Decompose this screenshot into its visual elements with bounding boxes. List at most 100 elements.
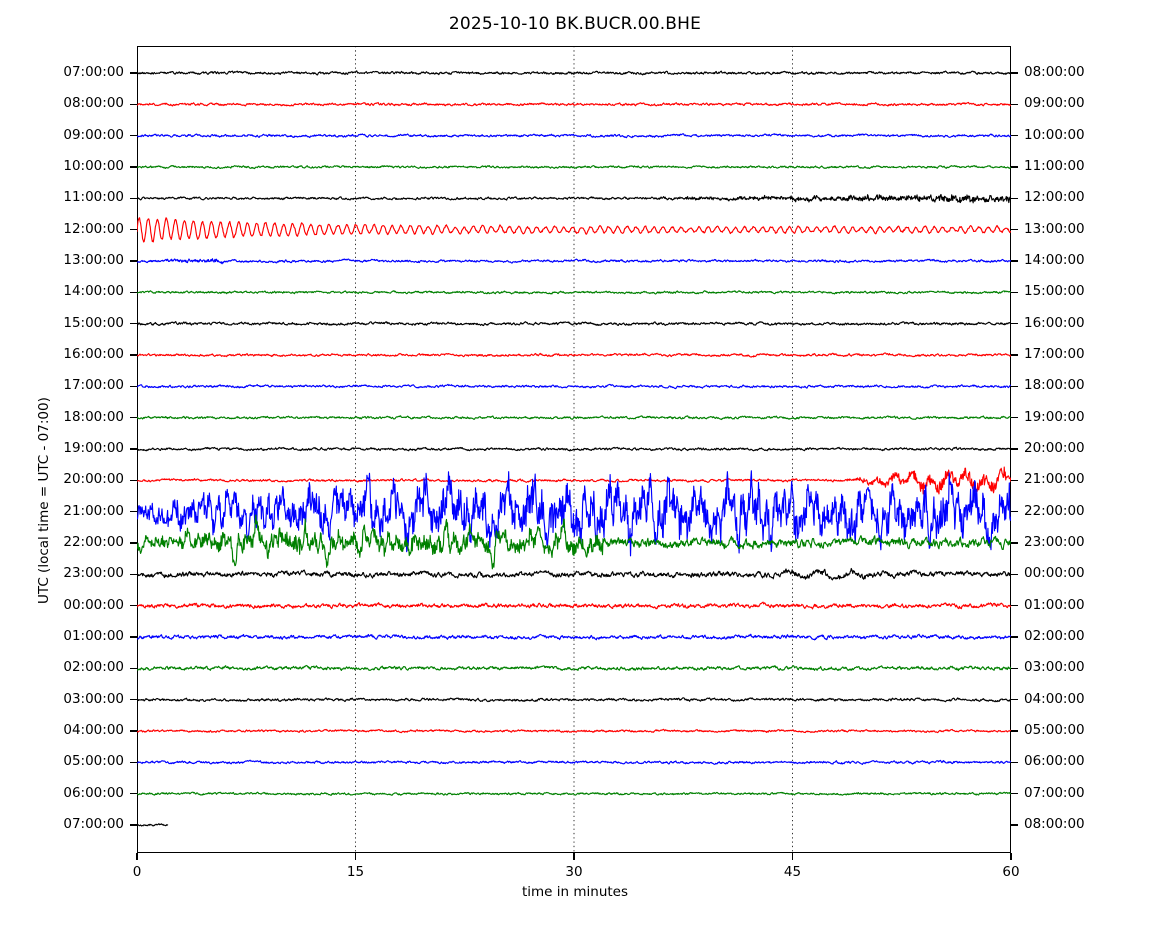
y-axis-label-local: 16:00:00	[1024, 314, 1085, 331]
seismic-trace	[137, 697, 1011, 703]
y-axis-label-utc: 00:00:00	[63, 596, 124, 613]
y-tick-right	[1011, 824, 1018, 826]
y-tick-left	[130, 354, 137, 356]
y-tick-left	[130, 448, 137, 450]
y-axis-label-utc: 18:00:00	[63, 408, 124, 425]
y-axis-label-utc: 16:00:00	[63, 346, 124, 362]
y-axis-label-local: 13:00:00	[1024, 220, 1085, 237]
seismic-trace	[137, 823, 169, 827]
seismic-trace	[137, 567, 1011, 581]
y-tick-left	[130, 699, 137, 701]
y-axis-label-local: 07:00:00	[1024, 784, 1085, 801]
y-axis-label-utc: 13:00:00	[63, 252, 124, 268]
y-tick-left	[130, 761, 137, 763]
y-axis-label-utc: 04:00:00	[63, 722, 124, 738]
y-axis-label-local: 10:00:00	[1024, 126, 1085, 143]
y-tick-right	[1011, 354, 1018, 356]
y-tick-right	[1011, 511, 1018, 513]
y-axis-label-local: 00:00:00	[1024, 565, 1085, 582]
y-tick-right	[1011, 479, 1018, 481]
y-tick-left	[130, 385, 137, 387]
y-tick-right	[1011, 667, 1018, 669]
y-axis-label-utc: 07:00:00	[63, 816, 124, 832]
y-axis-label-local: 06:00:00	[1024, 753, 1085, 770]
plot-area	[137, 46, 1011, 853]
seismic-trace	[137, 664, 1011, 672]
seismic-trace	[137, 728, 1011, 734]
x-tick-label: 15	[346, 864, 365, 880]
seismic-trace	[137, 193, 1011, 204]
seismic-trace	[137, 601, 1011, 610]
x-tick	[1010, 853, 1012, 860]
seismic-trace	[137, 70, 1011, 76]
y-tick-left	[130, 573, 137, 575]
y-tick-right	[1011, 417, 1018, 419]
y-axis-title: UTC (local time = UTC - 07:00)	[36, 397, 52, 604]
x-tick-label: 60	[1002, 864, 1020, 880]
y-tick-right	[1011, 448, 1018, 450]
seismic-trace	[137, 383, 1011, 390]
y-axis-label-utc: 07:00:00	[63, 64, 124, 80]
y-axis-label-local: 23:00:00	[1024, 534, 1085, 550]
y-tick-left	[130, 260, 137, 262]
seismic-trace	[137, 470, 1011, 557]
y-tick-left	[130, 103, 137, 105]
x-tick-label: 0	[132, 864, 142, 880]
y-axis-label-local: 15:00:00	[1024, 283, 1085, 300]
y-axis-label-local: 05:00:00	[1024, 722, 1085, 738]
y-tick-left	[130, 542, 137, 544]
y-tick-right	[1011, 699, 1018, 701]
y-tick-left	[130, 291, 137, 293]
x-tick	[136, 853, 138, 860]
y-tick-left	[130, 197, 137, 199]
seismic-trace	[137, 352, 1011, 358]
x-tick	[354, 853, 357, 860]
y-axis-label-local: 14:00:00	[1024, 252, 1085, 268]
y-tick-right	[1011, 573, 1018, 575]
y-tick-right	[1011, 323, 1018, 325]
y-tick-right	[1011, 135, 1018, 137]
y-axis-label-local: 08:00:00	[1024, 816, 1085, 832]
y-axis-label-utc: 09:00:00	[63, 126, 124, 143]
y-axis-label-utc: 23:00:00	[63, 565, 124, 582]
y-tick-left	[130, 636, 137, 638]
y-axis-label-utc: 11:00:00	[63, 189, 124, 206]
seismic-trace	[137, 164, 1011, 170]
y-axis-label-utc: 05:00:00	[63, 753, 124, 770]
y-axis-label-utc: 02:00:00	[63, 659, 124, 676]
y-axis-label-local: 22:00:00	[1024, 502, 1085, 519]
y-axis-label-utc: 14:00:00	[63, 283, 124, 300]
y-tick-right	[1011, 385, 1018, 387]
y-axis-label-local: 18:00:00	[1024, 377, 1085, 394]
seismic-trace	[137, 514, 1011, 570]
y-tick-right	[1011, 730, 1018, 732]
y-tick-right	[1011, 636, 1018, 638]
seismic-trace	[137, 759, 1011, 765]
seismic-trace	[137, 290, 1011, 295]
y-tick-right	[1011, 103, 1018, 105]
y-axis-label-local: 03:00:00	[1024, 659, 1085, 676]
x-tick	[573, 853, 575, 860]
y-axis-label-local: 21:00:00	[1024, 471, 1085, 488]
seismic-trace	[137, 633, 1011, 641]
y-axis-label-local: 11:00:00	[1024, 158, 1085, 174]
y-tick-left	[130, 479, 137, 481]
y-tick-right	[1011, 291, 1018, 293]
x-axis-title: time in minutes	[521, 884, 629, 900]
y-axis-label-local: 02:00:00	[1024, 628, 1085, 644]
trace-canvas	[137, 46, 1011, 853]
y-axis-label-utc: 17:00:00	[63, 377, 124, 394]
y-axis-label-local: 01:00:00	[1024, 596, 1085, 613]
y-tick-left	[130, 323, 137, 325]
y-tick-right	[1011, 793, 1018, 795]
y-axis-label-local: 04:00:00	[1024, 690, 1085, 707]
y-axis-label-local: 09:00:00	[1024, 95, 1085, 112]
seismic-trace	[137, 415, 1011, 421]
y-tick-left	[130, 793, 137, 795]
x-tick-label: 45	[783, 864, 802, 880]
y-axis-label-utc: 12:00:00	[63, 220, 124, 237]
y-axis-label-local: 19:00:00	[1024, 408, 1085, 425]
y-tick-right	[1011, 605, 1018, 607]
seismic-trace	[137, 101, 1011, 107]
